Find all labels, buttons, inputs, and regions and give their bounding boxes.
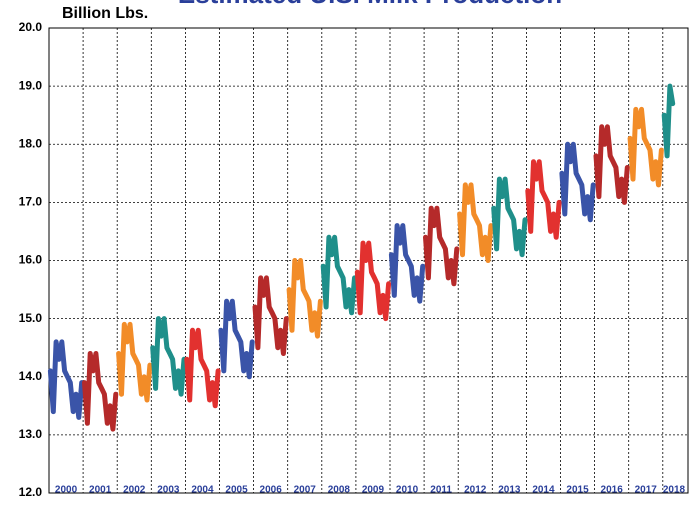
series-line bbox=[218, 298, 255, 380]
y-tick-label: 17.0 bbox=[19, 195, 43, 209]
y-tick-label: 19.0 bbox=[19, 78, 43, 92]
series-line bbox=[423, 205, 460, 287]
x-tick-label: 2007 bbox=[294, 485, 317, 496]
y-tick-label: 20.0 bbox=[19, 20, 43, 34]
x-tick-label: 2000 bbox=[55, 485, 78, 496]
x-tick-label: 2016 bbox=[601, 485, 624, 496]
series-line bbox=[388, 223, 426, 304]
series-line bbox=[82, 351, 119, 432]
x-tick-label: 2005 bbox=[225, 485, 248, 496]
series-line bbox=[559, 141, 596, 223]
x-tick-label: 2004 bbox=[191, 485, 214, 496]
x-tick-label: 2013 bbox=[498, 485, 521, 496]
x-tick-label: 2006 bbox=[260, 485, 283, 496]
x-tick-label: 2018 bbox=[663, 485, 686, 496]
x-tick-label: 2015 bbox=[566, 485, 589, 496]
series-line bbox=[457, 182, 494, 263]
x-tick-label: 2001 bbox=[89, 485, 112, 496]
series-line bbox=[286, 258, 323, 339]
series-line bbox=[593, 124, 630, 205]
series-line bbox=[150, 316, 187, 397]
y-axis-label: Billion Lbs. bbox=[62, 5, 148, 22]
series-line bbox=[116, 321, 153, 403]
chart-title: Estimated U.S. Milk Production bbox=[178, 0, 562, 9]
y-tick-label: 18.0 bbox=[19, 136, 43, 150]
x-tick-label: 2002 bbox=[123, 485, 146, 496]
x-tick-label: 2008 bbox=[328, 485, 351, 496]
series-line bbox=[354, 240, 392, 322]
x-tick-label: 2014 bbox=[532, 485, 555, 496]
series-line bbox=[47, 339, 85, 420]
y-tick-label: 15.0 bbox=[19, 311, 43, 325]
series-line bbox=[627, 106, 664, 188]
series-line bbox=[184, 327, 221, 409]
series-line bbox=[252, 275, 289, 356]
x-tick-label: 2003 bbox=[157, 485, 180, 496]
y-tick-label: 14.0 bbox=[19, 369, 43, 383]
y-tick-label: 12.0 bbox=[19, 485, 43, 499]
x-tick-label: 2011 bbox=[430, 485, 452, 496]
x-tick-label: 2012 bbox=[464, 485, 487, 496]
series-line bbox=[491, 176, 528, 258]
x-tick-label: 2017 bbox=[635, 485, 658, 496]
x-tick-label: 2009 bbox=[362, 485, 385, 496]
series-line bbox=[320, 234, 357, 316]
x-tick-label: 2010 bbox=[396, 485, 419, 496]
y-tick-label: 13.0 bbox=[19, 427, 43, 441]
series-line bbox=[661, 83, 676, 159]
y-tick-label: 16.0 bbox=[19, 253, 43, 267]
series-line bbox=[525, 159, 562, 240]
